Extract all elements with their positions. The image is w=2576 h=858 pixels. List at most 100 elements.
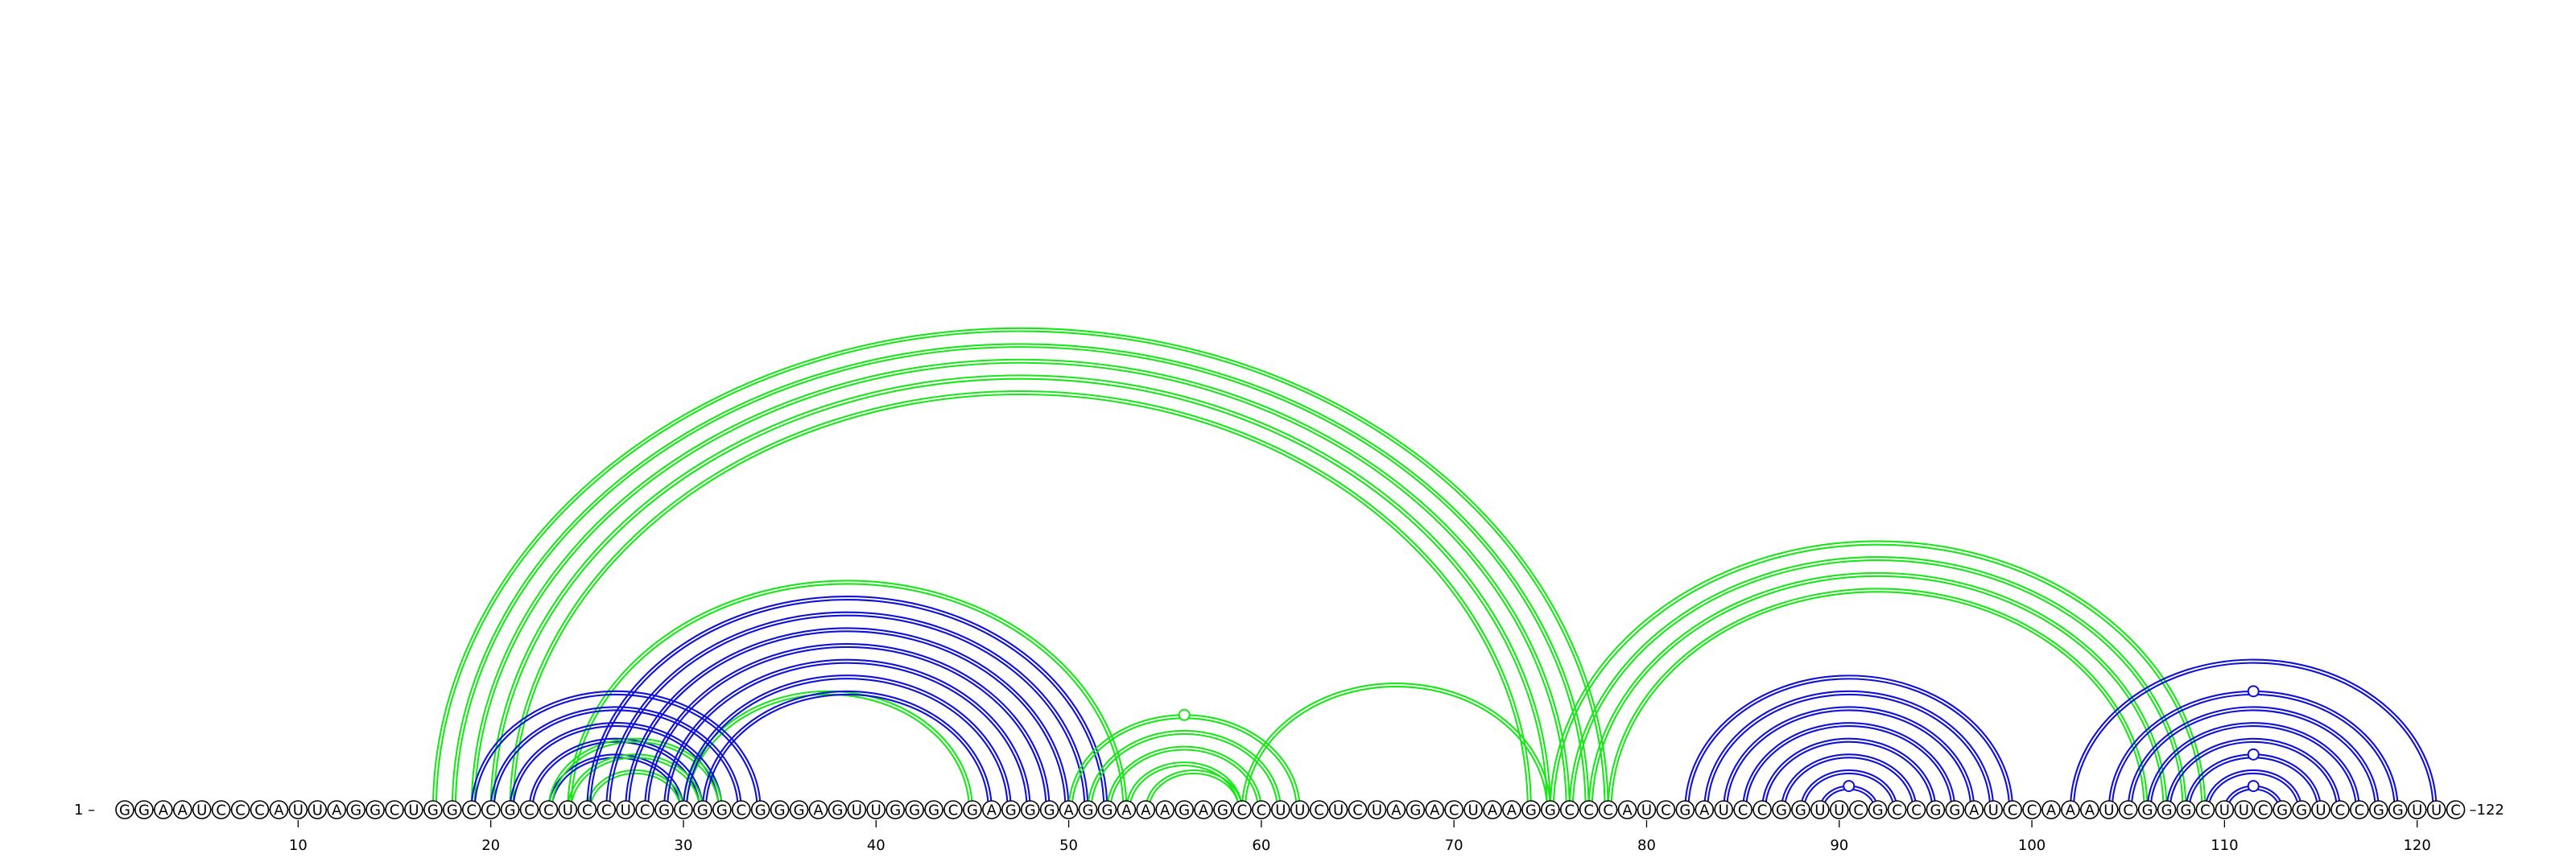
nucleotide-letter: A (2085, 802, 2095, 819)
nucleotide-bead (385, 800, 404, 819)
base-pair-arc-inner-line (1802, 772, 1895, 811)
base-pair-arc (567, 580, 1128, 811)
sequence-start-label: 1 – (74, 802, 95, 819)
nucleotide-letter: G (1872, 802, 1884, 819)
base-pair-arc-inner-line (493, 377, 1548, 811)
nucleotide-letter: C (1738, 802, 1748, 819)
nucleotide-bead (1078, 800, 1098, 819)
nucleotide-letter: U (293, 802, 303, 819)
base-pair-arc (1125, 761, 1243, 811)
nucleotide-bead (2176, 800, 2196, 819)
nucleotide-bead (1656, 800, 1676, 819)
nucleotide-letter: A (813, 802, 824, 819)
nucleotide-bead (597, 800, 617, 819)
base-pair-arc-inner-line (1244, 685, 1548, 811)
nucleotide-letter: A (332, 802, 342, 819)
nucleotide-bead (1309, 800, 1329, 819)
nucleotide-bead (1328, 800, 1348, 819)
nucleotide-bead (1174, 800, 1194, 819)
base-pair-arc-inner-line (1129, 765, 1240, 811)
nucleotide-bead (1598, 800, 1618, 819)
nucleotide-bead (2426, 800, 2446, 819)
nucleotide-letter: G (1101, 802, 1113, 819)
base-pair-arc-inner-line (473, 693, 758, 811)
nucleotide-letter: G (1930, 802, 1941, 819)
nucleotide-bead (154, 800, 173, 819)
nucleotide-bead (134, 800, 154, 819)
nucleotide-bead (288, 800, 308, 819)
nucleotide-bead (1232, 800, 1252, 819)
nucleotide-letter: G (2296, 802, 2307, 819)
nucleotide-letter: G (1217, 802, 1228, 819)
nucleotide-letter: C (2027, 802, 2037, 819)
base-pair-arc (547, 737, 723, 811)
nucleotide-bead (2022, 800, 2041, 819)
nucleotide-bead (1252, 800, 1271, 819)
base-pair-arc (586, 769, 685, 811)
nucleotide-letter: G (2277, 802, 2288, 819)
loop-markers (1178, 685, 2260, 793)
axis-tick-label: 80 (1637, 837, 1656, 854)
nucleotide-letter: G (1044, 802, 1055, 819)
nucleotide-bead (2330, 800, 2350, 819)
sequence-end-label: –122 (2470, 802, 2504, 819)
nucleotide-bead (211, 800, 231, 819)
nucleotide-bead (481, 800, 501, 819)
nucleotide-bead (674, 800, 693, 819)
base-pair-arc (1780, 753, 1918, 811)
nucleotide-bead (2446, 800, 2466, 819)
base-pair-arc (644, 642, 1051, 811)
nucleotide-letter: C (2008, 802, 2018, 819)
nucleotide-letter: U (563, 802, 573, 819)
nucleotide-bead (1714, 800, 1733, 819)
nucleotide-bead (1502, 800, 1521, 819)
nucleotide-bead (1194, 800, 1213, 819)
nucleotide-letter: G (1083, 802, 1094, 819)
base-pair-arc (1549, 540, 2207, 811)
nucleotide-bead (1617, 800, 1637, 819)
nucleotide-bead (1541, 800, 1560, 819)
nucleotide-bead (1791, 800, 1810, 819)
nucleotide-letter: G (909, 802, 920, 819)
nucleotide-letter: A (987, 802, 997, 819)
nucleotide-letter: C (1237, 802, 1248, 819)
base-pair-arc (586, 596, 1108, 811)
nucleotide-bead (1868, 800, 1888, 819)
nucleotide-bead (1444, 800, 1463, 819)
nucleotide-letter: C (1911, 802, 1922, 819)
nucleotide-bead (1752, 800, 1772, 819)
nucleotide-letter: G (505, 802, 516, 819)
nucleotide-letter: A (1063, 802, 1074, 819)
base-pair-arc (663, 658, 1031, 811)
nucleotide-bead (1039, 800, 1059, 819)
nucleotide-bead (616, 800, 635, 819)
base-pair-arc-inner-line (454, 346, 1587, 811)
nucleotide-letter: G (1679, 802, 1690, 819)
base-pair-arc (470, 358, 1571, 811)
nucleotide-bead (963, 800, 982, 819)
nucleotide-bead (828, 800, 848, 819)
nucleotide-bead (1829, 800, 1849, 819)
nucleotide-letter: U (871, 802, 881, 819)
nucleotide-bead (924, 800, 943, 819)
base-pair-arc-inner-line (2207, 772, 2300, 811)
base-pair-arc-inner-line (647, 646, 1047, 811)
nucleotide-bead (1425, 800, 1445, 819)
nucleotide-letter: U (2315, 802, 2326, 819)
nucleotide-letter: C (1661, 802, 1671, 819)
base-pair-arc-inner-line (1148, 772, 1240, 811)
nucleotide-letter: U (2431, 802, 2442, 819)
nucleotide-letter: C (2258, 802, 2268, 819)
nucleotide-bead (2041, 800, 2061, 819)
nucleotide-bead (308, 800, 328, 819)
base-pair-arc (431, 327, 1609, 811)
nucleotide-bead (2407, 800, 2427, 819)
nucleotide-letter: A (1488, 802, 1498, 819)
loop-marker (2247, 748, 2260, 761)
nucleotide-bead (750, 800, 770, 819)
nucleotide-letter: A (1121, 802, 1132, 819)
nucleotide-letter: A (1430, 802, 1440, 819)
base-pair-arc (489, 706, 742, 811)
base-pair-arc-inner-line (628, 630, 1067, 811)
